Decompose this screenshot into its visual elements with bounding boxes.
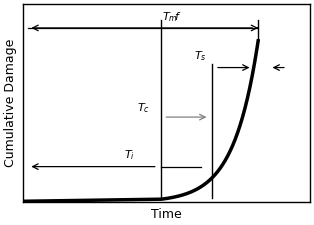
Text: $T_s$: $T_s$ bbox=[194, 50, 207, 63]
Text: $T_c$: $T_c$ bbox=[137, 101, 150, 115]
X-axis label: Time: Time bbox=[151, 208, 182, 221]
Text: $T_i$: $T_i$ bbox=[123, 149, 134, 162]
Y-axis label: Cumulative Damage: Cumulative Damage bbox=[4, 39, 17, 167]
Text: $T_m\!f$: $T_m\!f$ bbox=[162, 10, 182, 24]
